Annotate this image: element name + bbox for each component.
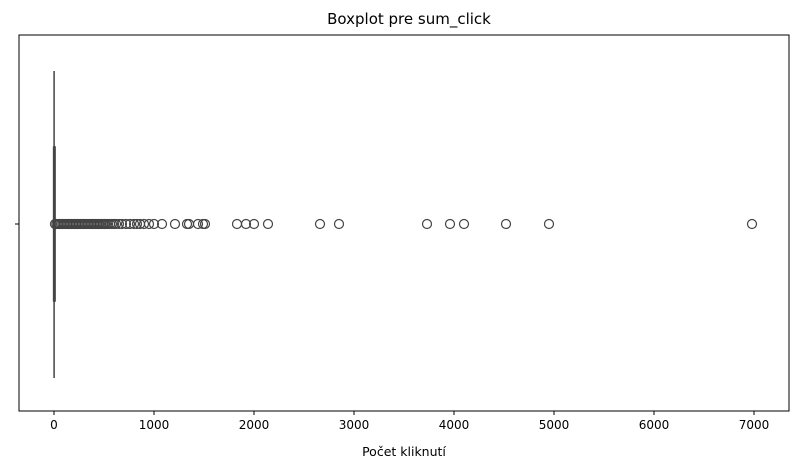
outlier-point	[116, 218, 128, 230]
outlier-point	[131, 218, 143, 230]
outlier-point	[156, 218, 168, 230]
outlier-point	[124, 218, 136, 230]
x-tick-label: 6000	[639, 418, 670, 432]
x-tick-label: 7000	[739, 418, 770, 432]
x-tick-label: 4000	[439, 418, 470, 432]
outlier-point	[192, 218, 204, 230]
outlier-point	[181, 218, 193, 230]
x-axis-label: Počet kliknutí	[362, 444, 446, 459]
outliers-group	[49, 218, 758, 230]
outlier-point	[314, 218, 326, 230]
outlier-point	[169, 218, 181, 230]
outlier-point	[500, 218, 512, 230]
outlier-point	[120, 218, 132, 230]
outlier-point	[128, 218, 140, 230]
chart-title: Boxplot pre sum_click	[327, 10, 491, 29]
x-tick-label: 3000	[339, 418, 370, 432]
outlier-point	[240, 218, 252, 230]
outlier-point	[421, 218, 433, 230]
outlier-point	[113, 218, 125, 230]
outlier-point	[231, 218, 243, 230]
outlier-point	[746, 218, 758, 230]
x-tick-label: 0	[50, 418, 58, 432]
outlier-point	[183, 218, 195, 230]
outlier-point	[444, 218, 456, 230]
x-tick-label: 2000	[239, 418, 270, 432]
outlier-point	[333, 218, 345, 230]
plot-area	[18, 34, 790, 412]
outlier-point	[110, 218, 122, 230]
outlier-point	[199, 218, 211, 230]
x-axis: 0 1000 2000 3000 4000 5000 6000 7000	[50, 411, 769, 432]
outlier-point	[543, 218, 555, 230]
outlier-point	[138, 218, 150, 230]
outlier-point	[248, 218, 260, 230]
outlier-point	[262, 218, 274, 230]
outlier-point	[143, 218, 155, 230]
outlier-point	[458, 218, 470, 230]
x-tick-label: 5000	[539, 418, 570, 432]
outlier-point	[148, 218, 160, 230]
x-tick-label: 1000	[139, 418, 170, 432]
